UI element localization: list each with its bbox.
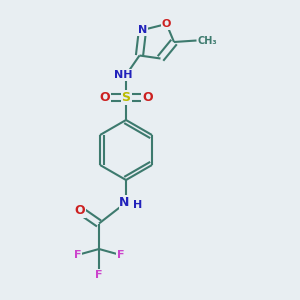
Text: F: F bbox=[117, 250, 124, 260]
Text: S: S bbox=[122, 91, 130, 104]
Text: NH: NH bbox=[114, 70, 132, 80]
Text: F: F bbox=[74, 250, 81, 260]
Text: CH₃: CH₃ bbox=[198, 35, 218, 46]
Text: N: N bbox=[138, 25, 147, 35]
Text: O: O bbox=[162, 19, 171, 29]
Text: O: O bbox=[142, 91, 153, 104]
Text: O: O bbox=[99, 91, 110, 104]
Text: H: H bbox=[133, 200, 142, 211]
Text: O: O bbox=[74, 203, 85, 217]
Text: N: N bbox=[119, 196, 130, 209]
Text: F: F bbox=[95, 269, 103, 280]
